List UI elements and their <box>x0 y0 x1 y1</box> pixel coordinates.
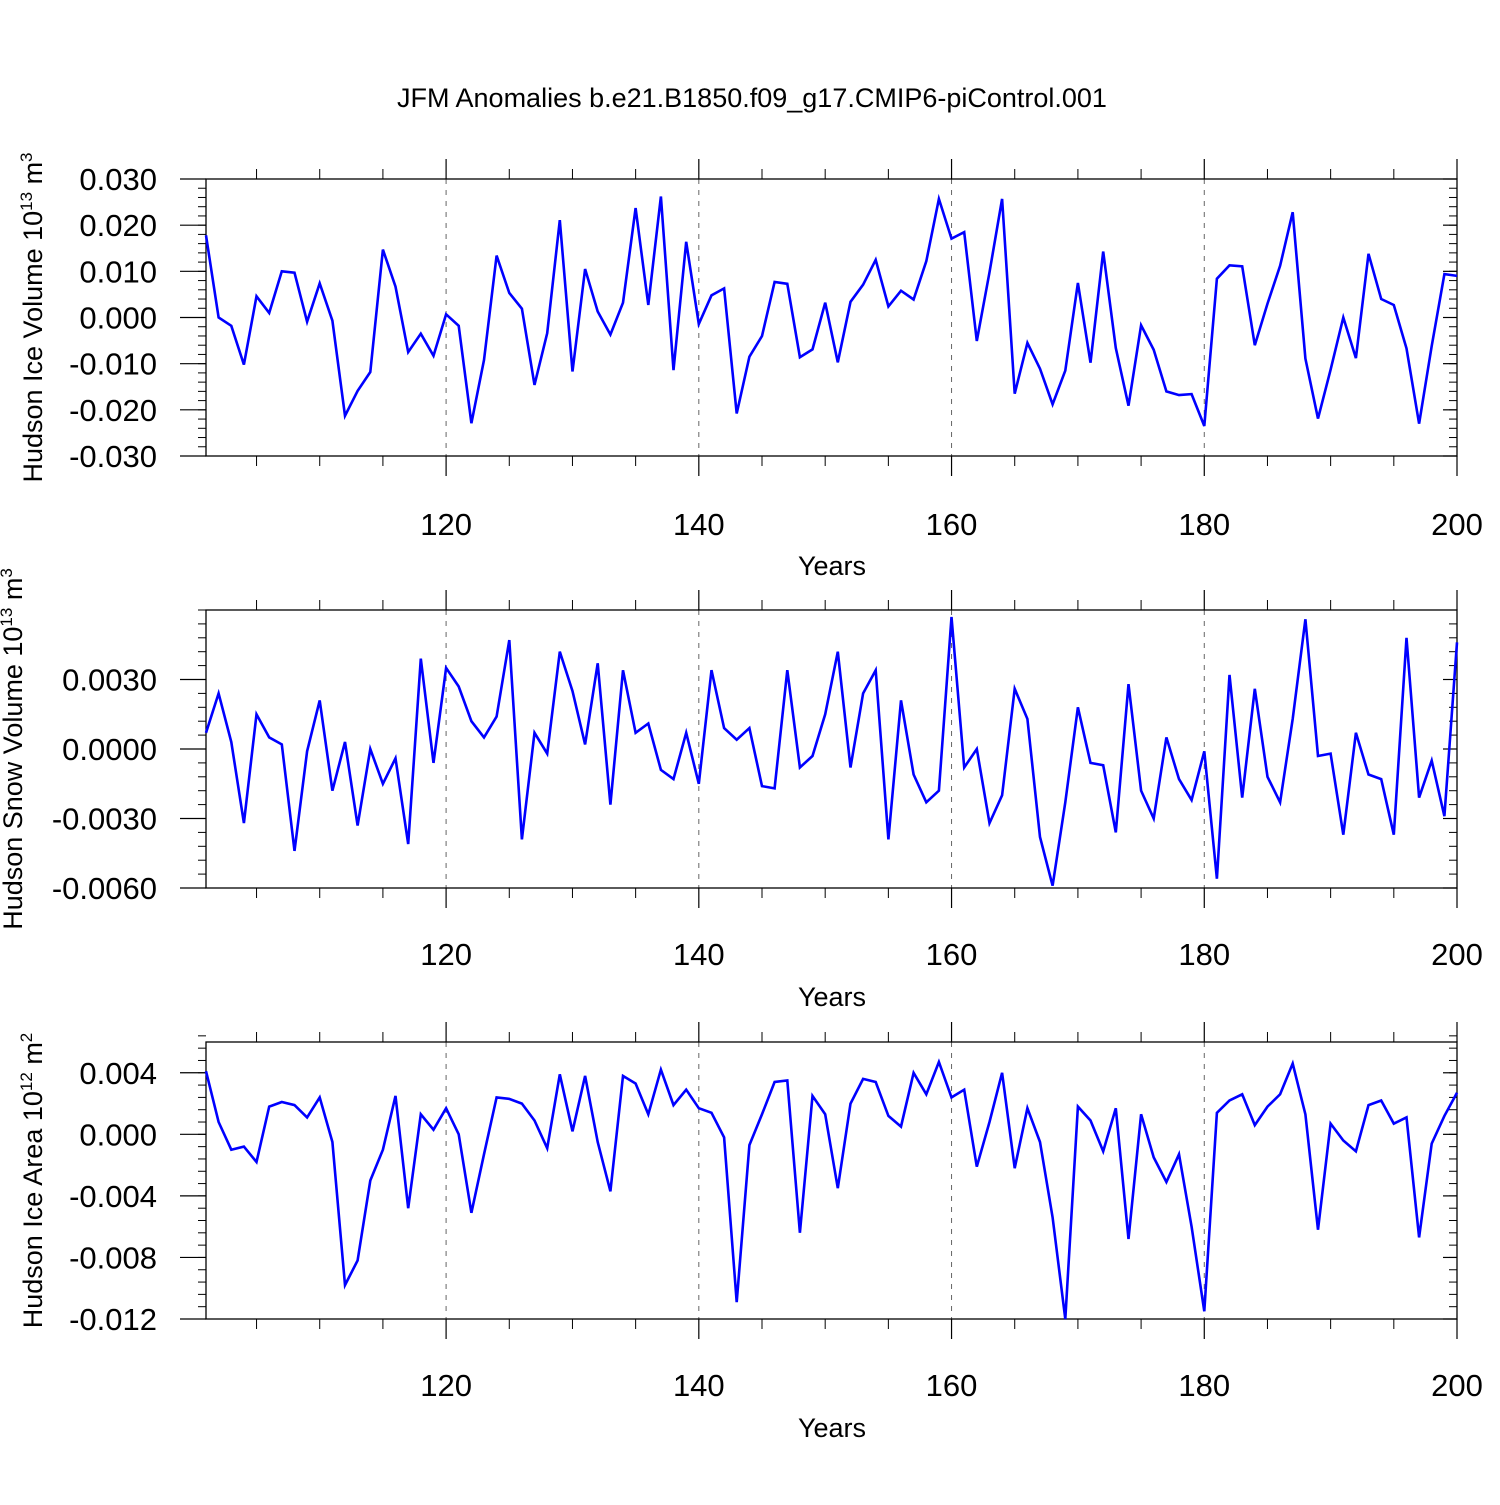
panel3-x-axis-title: Years <box>798 1413 866 1443</box>
y-axis-title-superscript: 3 <box>0 568 16 577</box>
panel1-x-axis-title: Years <box>798 551 866 581</box>
panel1-y-tick-label: 0.010 <box>79 254 157 289</box>
panel3-y-tick-label: 0.004 <box>79 1056 157 1091</box>
panel3-y-tick-label: -0.012 <box>69 1302 157 1337</box>
panel1-y-tick-label: -0.020 <box>69 393 157 428</box>
panel3-x-tick-label: 120 <box>420 1368 472 1403</box>
panel2-x-tick-label: 180 <box>1178 937 1230 972</box>
panel3-y-tick-label: -0.008 <box>69 1240 157 1275</box>
panel3-plot-frame <box>205 1041 1458 1320</box>
panel2-y-tick-label: 0.0030 <box>62 663 157 698</box>
panel1-y-tick-label: 0.030 <box>79 162 157 197</box>
panel2-y-tick-label: 0.0000 <box>62 732 157 767</box>
panel3-y-tick-label: 0.000 <box>79 1117 157 1152</box>
panel2-x-tick-label: 160 <box>926 937 978 972</box>
panel1-x-tick-label: 200 <box>1431 507 1483 542</box>
panel3-x-tick-label: 160 <box>926 1368 978 1403</box>
panel1-x-tick-label: 160 <box>926 507 978 542</box>
panel2-x-tick-label: 200 <box>1431 937 1483 972</box>
panel1-y-tick-label: 0.020 <box>79 208 157 243</box>
panel1-x-tick-label: 140 <box>673 507 725 542</box>
panel2-x-tick-label: 140 <box>673 937 725 972</box>
y-axis-title-part: Hudson Ice Volume 10 <box>18 211 48 483</box>
y-axis-title-part: Hudson Snow Volume 10 <box>0 627 28 930</box>
panel2-x-axis-title: Years <box>798 982 866 1012</box>
panel1-x-tick-label: 180 <box>1178 507 1230 542</box>
panel1-y-tick-label: -0.030 <box>69 439 157 474</box>
panel2-series-line <box>204 616 1459 887</box>
y-axis-title-superscript: 3 <box>17 152 36 161</box>
panel3-x-tick-label: 200 <box>1431 1368 1483 1403</box>
chart-title: JFM Anomalies b.e21.B1850.f09_g17.CMIP6-… <box>397 83 1107 113</box>
panel1-y-axis-title: Hudson Ice Volume 1013 m3 <box>17 152 48 482</box>
panel1-series-line <box>204 193 1458 427</box>
panel2-x-tick-label: 120 <box>420 937 472 972</box>
y-axis-title-superscript: 13 <box>17 192 36 211</box>
panel1-y-tick-label: -0.010 <box>69 347 157 382</box>
panel3-y-axis-title: Hudson Ice Area 1012 m2 <box>17 1033 48 1329</box>
panel3-series-line <box>204 1058 1459 1320</box>
y-axis-title-superscript: 2 <box>17 1033 36 1042</box>
panel2-plot-frame <box>205 609 1458 889</box>
panel2-y-tick-label: -0.0060 <box>52 871 157 906</box>
y-axis-title-superscript: 12 <box>17 1072 36 1091</box>
y-axis-title-part: m <box>18 1042 48 1072</box>
panel2-y-axis-title: Hudson Snow Volume 1013 m3 <box>0 568 28 930</box>
panel1-y-tick-label: 0.000 <box>79 301 157 336</box>
y-axis-title-part: m <box>18 162 48 192</box>
panel2-y-tick-label: -0.0030 <box>52 802 157 837</box>
y-axis-title-part: Hudson Ice Area 10 <box>18 1091 48 1328</box>
panel1-plot-frame <box>205 178 1458 457</box>
panel1-x-tick-label: 120 <box>420 507 472 542</box>
panel3-x-tick-label: 140 <box>673 1368 725 1403</box>
panel3-y-tick-label: -0.004 <box>69 1179 157 1214</box>
panel3-x-tick-label: 180 <box>1178 1368 1230 1403</box>
y-axis-title-superscript: 13 <box>0 608 16 627</box>
y-axis-title-part: m <box>0 578 28 608</box>
